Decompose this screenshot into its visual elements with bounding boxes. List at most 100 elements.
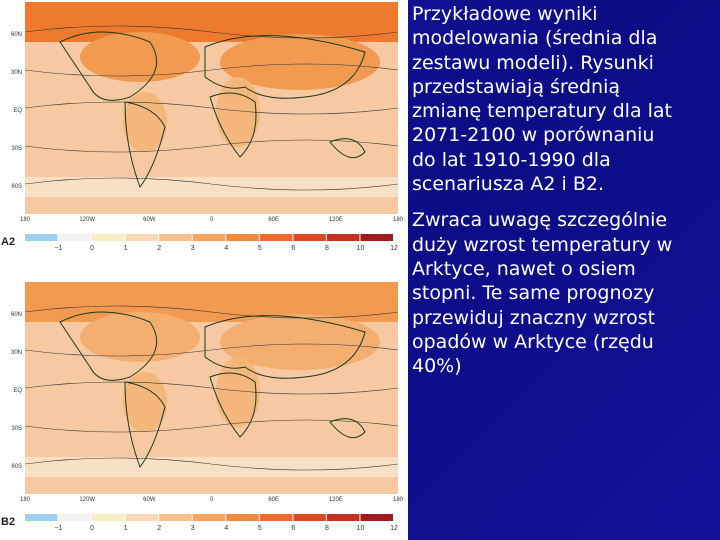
legend-label: 4	[224, 245, 228, 252]
southern-ocean	[25, 457, 398, 477]
legend-label: 5	[258, 245, 262, 252]
legend-label: 6	[291, 525, 295, 532]
text-line: stopni. Te same prognozy	[412, 282, 655, 305]
text-line: zmianę temperatury dla lat	[412, 100, 673, 123]
text-line: do lat 1910-1990 dla	[412, 148, 611, 171]
latitude-label: 30S	[11, 426, 22, 432]
text-line: zestawu modeli). Rysunki	[412, 51, 654, 74]
text-line: 40%)	[412, 355, 462, 378]
text-line: modelowania (średnia dla	[412, 27, 658, 50]
text-line: duży wzrost temperatury w	[412, 233, 673, 256]
text-line: Przykładowe wyniki	[412, 3, 598, 25]
longitude-label: 120W	[79, 217, 95, 223]
legend-label: 5	[258, 525, 262, 532]
warm-area	[123, 372, 167, 432]
longitude-label: 60W	[143, 217, 156, 223]
longitude-label: 120W	[79, 497, 95, 503]
legend-swatch	[125, 514, 159, 521]
longitude-label: 180	[393, 217, 404, 223]
contour	[24, 25, 399, 39]
contour	[24, 305, 399, 319]
legend-swatch	[360, 234, 393, 241]
contour	[24, 343, 399, 357]
legend-swatch	[159, 234, 192, 241]
legend-swatch	[58, 234, 92, 241]
legend-label: 4	[224, 525, 228, 532]
legend-label: 10	[357, 245, 365, 252]
latitude-label: 60S	[11, 184, 22, 190]
legend-swatch	[192, 234, 226, 241]
text-line: 2071-2100 w porównaniu	[412, 124, 655, 147]
legend-swatch	[360, 514, 393, 521]
legend-label: 1	[124, 525, 128, 532]
legend-label: 0	[90, 525, 94, 532]
legend-swatch	[125, 234, 159, 241]
latitude-label: EQ	[13, 388, 22, 394]
latitude-label: EQ	[13, 108, 22, 114]
longitude-label: 180	[393, 497, 404, 503]
legend-label: 10	[357, 525, 365, 532]
climate-map	[24, 2, 399, 214]
warm-area	[80, 312, 200, 362]
longitude-label: 120E	[329, 497, 343, 503]
text-line: przewiduj znaczny wzrost	[412, 306, 656, 329]
longitude-label: 180	[20, 497, 31, 503]
latitude-label: 60N	[11, 312, 22, 318]
longitude-label: 60E	[268, 497, 279, 503]
legend-swatch	[326, 234, 360, 241]
legend-label: 2	[157, 525, 161, 532]
latitude-label: 30N	[11, 70, 22, 76]
legend-label: 12	[390, 525, 398, 532]
continent-outline	[59, 31, 366, 189]
continent-outline	[59, 311, 366, 469]
text-line: Zwraca uwagę szczególnie	[412, 209, 668, 232]
legend-swatch	[226, 514, 259, 521]
legend-swatch	[326, 514, 360, 521]
contour	[24, 63, 399, 77]
contour	[24, 139, 399, 153]
scenario-label: A2	[1, 236, 15, 248]
contour	[24, 457, 399, 471]
arctic-band	[25, 282, 398, 322]
warm-area	[220, 34, 380, 90]
legend-swatch	[293, 234, 326, 241]
text-panel: Przykładowe wyniki modelowania (średnia d…	[412, 2, 717, 390]
legend-swatch	[92, 234, 125, 241]
legend-label: −1	[55, 245, 63, 252]
latitude-label: 60N	[11, 32, 22, 38]
legend-swatch	[226, 234, 259, 241]
latitude-label: 30S	[11, 146, 22, 152]
warm-area	[216, 77, 260, 147]
contour	[24, 177, 399, 191]
legend-swatch	[259, 234, 293, 241]
warm-area	[123, 92, 167, 152]
legend-swatch	[259, 514, 293, 521]
text-line: przedstawiają średnią	[412, 75, 621, 98]
contour	[24, 419, 399, 433]
legend-label: 3	[191, 245, 195, 252]
legend-swatch	[58, 514, 92, 521]
climate-map	[24, 282, 399, 494]
longitude-label: 120E	[329, 217, 343, 223]
legend-label: 1	[124, 245, 128, 252]
legend-label: −1	[55, 525, 63, 532]
legend-swatch	[25, 234, 58, 241]
warm-area	[80, 32, 200, 82]
legend-swatch	[159, 514, 192, 521]
longitude-label: 180	[20, 217, 31, 223]
warm-area	[216, 357, 260, 427]
longitude-label: 60W	[143, 497, 156, 503]
latitude-label: 30N	[11, 350, 22, 356]
longitude-label: 60E	[268, 217, 279, 223]
paragraph: Przykładowe wyniki modelowania (średnia d…	[412, 2, 717, 196]
contour	[24, 381, 399, 395]
legend-label: 3	[191, 525, 195, 532]
legend-label: 8	[325, 525, 329, 532]
longitude-label: 0	[210, 217, 214, 223]
paragraph: Zwraca uwagę szczególnie duży wzrost temp…	[412, 208, 717, 378]
legend-label: 6	[291, 245, 295, 252]
longitude-label: 0	[210, 497, 214, 503]
legend-label: 0	[90, 245, 94, 252]
